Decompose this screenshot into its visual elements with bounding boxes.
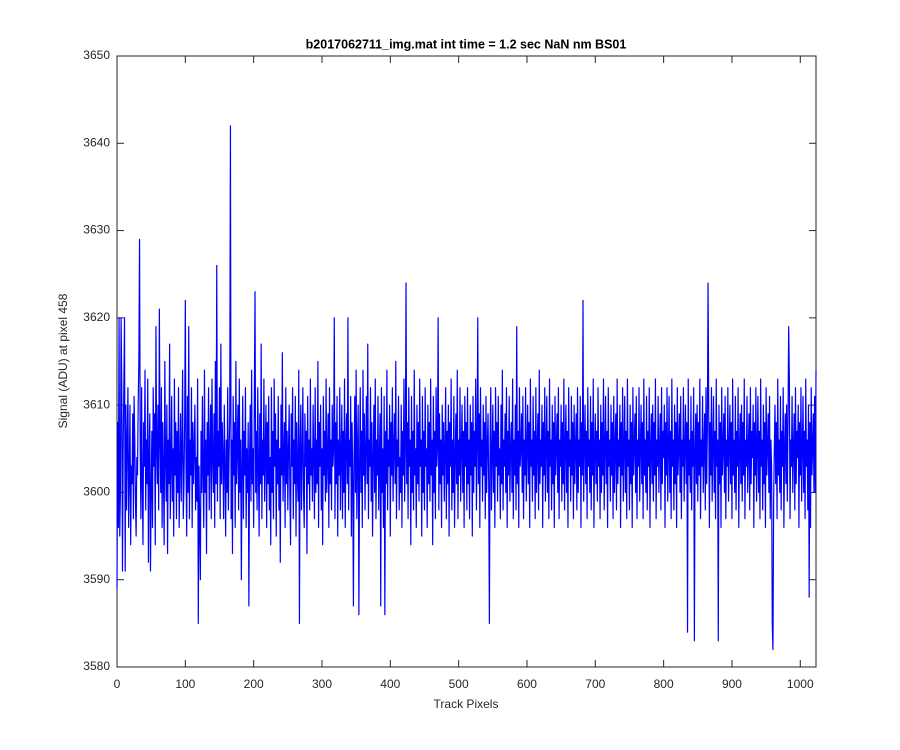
chart-title: b2017062711_img.mat int time = 1.2 sec N…	[306, 37, 627, 51]
plot-area	[116, 55, 817, 668]
x-tick-label: 500	[449, 677, 469, 691]
y-tick-label: 3590	[83, 572, 110, 586]
x-tick-label: 600	[517, 677, 537, 691]
x-tick-label: 0	[114, 677, 121, 691]
x-tick-label: 700	[585, 677, 605, 691]
signal-line	[116, 125, 817, 651]
y-tick-label: 3630	[83, 223, 110, 237]
x-tick-label: 1000	[787, 677, 814, 691]
x-tick-label: 900	[722, 677, 742, 691]
x-tick-label: 800	[654, 677, 674, 691]
y-tick-label: 3600	[83, 485, 110, 499]
x-tick-label: 100	[175, 677, 195, 691]
x-tick-label: 400	[380, 677, 400, 691]
x-tick-label: 200	[244, 677, 264, 691]
y-axis-label: Signal (ADU) at pixel 458	[56, 293, 70, 428]
y-tick-label: 3580	[83, 659, 110, 673]
x-axis-label: Track Pixels	[434, 697, 499, 711]
y-tick-label: 3610	[83, 397, 110, 411]
y-tick-label: 3650	[83, 48, 110, 62]
y-tick-label: 3640	[83, 135, 110, 149]
x-tick-label: 300	[312, 677, 332, 691]
y-tick-label: 3620	[83, 310, 110, 324]
